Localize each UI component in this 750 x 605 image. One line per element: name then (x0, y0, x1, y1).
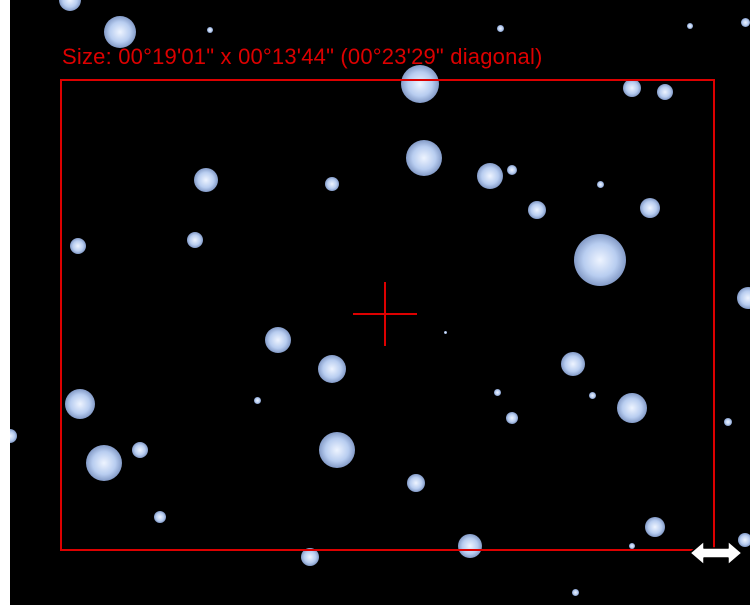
star (738, 533, 750, 547)
star (687, 23, 693, 29)
star (325, 177, 339, 191)
star (629, 543, 635, 549)
star (507, 165, 517, 175)
star (617, 393, 647, 423)
star (318, 355, 346, 383)
star (740, 17, 750, 27)
star (265, 327, 291, 353)
selection-rectangle[interactable] (60, 79, 715, 551)
star (458, 534, 482, 558)
star (623, 79, 641, 97)
star (194, 168, 218, 192)
star (588, 391, 596, 399)
star-field[interactable] (10, 0, 750, 605)
star (640, 198, 660, 218)
star (574, 234, 626, 286)
star (596, 180, 604, 188)
star (657, 84, 673, 100)
star (132, 442, 148, 458)
star (645, 517, 665, 537)
star (528, 201, 546, 219)
star (737, 287, 750, 309)
star (493, 388, 501, 396)
star (70, 238, 86, 254)
star (301, 548, 319, 566)
star (253, 396, 261, 404)
star (59, 0, 81, 11)
star (561, 352, 585, 376)
star (65, 389, 95, 419)
star (319, 432, 355, 468)
star (477, 163, 503, 189)
star (401, 65, 439, 103)
selection-size-label: Size: 00°19'01" x 00°13'44" (00°23'29" d… (62, 44, 543, 69)
star (406, 140, 442, 176)
star (104, 16, 136, 48)
star (724, 418, 732, 426)
star (571, 588, 579, 596)
star (187, 232, 203, 248)
star (443, 330, 447, 334)
star (496, 24, 504, 32)
star (10, 429, 17, 443)
crosshair-icon (353, 282, 417, 346)
horizontal-resize-cursor-icon (689, 540, 743, 566)
star (154, 511, 166, 523)
star (207, 27, 213, 33)
star (407, 474, 425, 492)
star (506, 412, 518, 424)
star (86, 445, 122, 481)
